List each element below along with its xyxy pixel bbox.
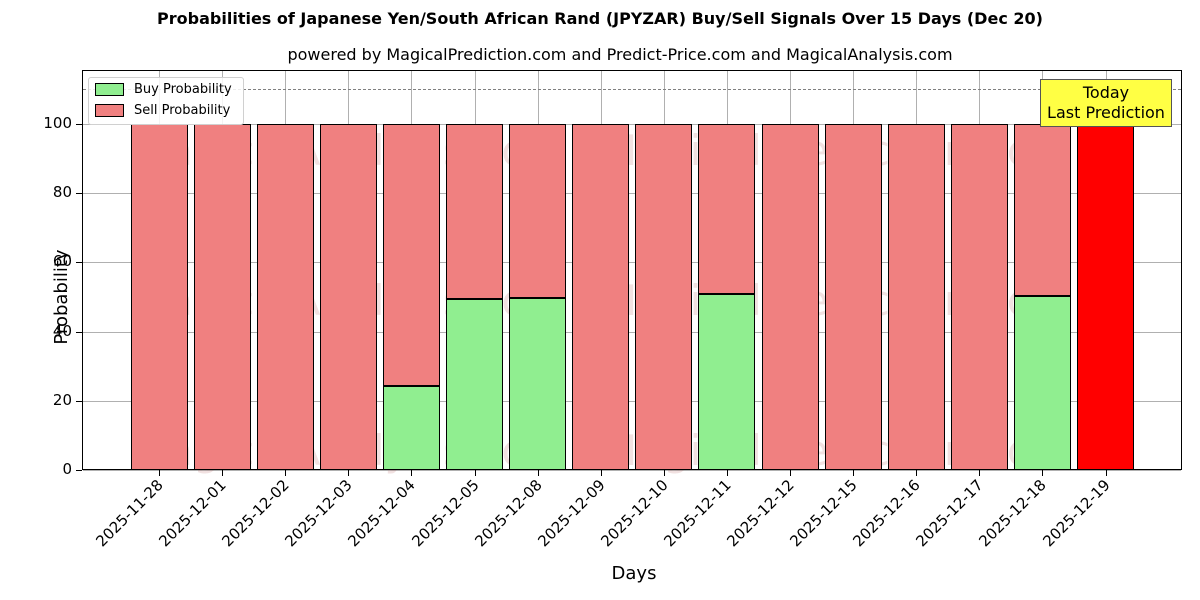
bar-sell — [446, 124, 503, 300]
x-tick — [600, 470, 602, 476]
x-tick — [916, 470, 918, 476]
bar-sell — [1013, 124, 1071, 296]
x-tick — [411, 470, 413, 476]
y-tick-label: 0 — [62, 460, 72, 478]
gridline-horizontal — [83, 262, 1181, 264]
bar-sell — [950, 124, 1008, 470]
reference-line — [83, 89, 1181, 91]
y-tick — [76, 470, 82, 471]
x-tick — [537, 470, 539, 476]
bar-sell-today — [1077, 124, 1134, 470]
bar-buy — [698, 293, 756, 470]
bar-sell — [130, 124, 188, 470]
y-tick — [76, 193, 82, 195]
legend-swatch-buy — [95, 83, 124, 96]
bar-sell — [824, 124, 882, 470]
legend-swatch-sell — [95, 104, 124, 117]
y-tick-label: 20 — [52, 390, 72, 409]
gridline-horizontal — [83, 470, 1181, 471]
bar-sell — [635, 124, 693, 470]
gridline-horizontal — [83, 331, 1181, 333]
x-tick — [159, 470, 160, 476]
bar-sell — [256, 124, 314, 470]
bar-sell — [698, 124, 756, 294]
gridline-horizontal — [83, 400, 1181, 402]
y-tick-label: 60 — [52, 252, 72, 271]
y-tick — [76, 331, 82, 333]
bar-buy — [1013, 295, 1071, 470]
today-label: Today — [1082, 83, 1130, 102]
bar-buy — [382, 385, 440, 470]
x-tick — [222, 470, 224, 476]
x-axis-title: Days — [611, 563, 657, 584]
legend-item-sell: Sell Probability — [95, 103, 230, 118]
legend-item-buy: Buy Probability — [95, 82, 232, 97]
y-tick-label: 40 — [52, 321, 72, 340]
bar-sell — [509, 124, 567, 299]
bar-sell — [193, 124, 251, 470]
x-tick — [1042, 470, 1044, 476]
chart-subtitle: powered by MagicalPrediction.com and Pre… — [287, 45, 953, 64]
y-tick — [76, 262, 82, 264]
gridline-horizontal — [83, 124, 1181, 125]
y-tick-label: 100 — [43, 114, 72, 132]
legend-label-buy: Buy Probability — [134, 82, 232, 97]
bar-buy — [446, 299, 503, 470]
y-tick-label: 80 — [52, 183, 72, 202]
chart-title: Probabilities of Japanese Yen/South Afri… — [157, 9, 1043, 28]
bar-buy — [509, 298, 567, 470]
x-tick — [285, 470, 287, 476]
x-tick — [474, 470, 476, 476]
y-tick — [76, 124, 82, 125]
last-prediction-label: Last Prediction — [1047, 103, 1165, 122]
bar-sell — [761, 124, 819, 470]
today-annotation: Today Last Prediction — [1040, 79, 1172, 127]
bar-sell — [572, 124, 630, 470]
x-tick — [663, 470, 665, 476]
x-tick — [790, 470, 791, 476]
x-tick — [348, 470, 350, 476]
gridline-horizontal — [83, 193, 1181, 195]
x-tick — [979, 470, 981, 476]
bar-sell — [319, 124, 377, 470]
x-tick — [853, 470, 855, 476]
bar-sell — [887, 124, 945, 470]
legend: Buy Probability Sell Probability — [88, 77, 244, 125]
x-tick — [1105, 470, 1107, 476]
y-tick — [76, 400, 82, 402]
bar-sell — [382, 124, 440, 386]
legend-label-sell: Sell Probability — [134, 103, 231, 118]
plot-area: MagicalAnalysis.comMagicalPrediction.com… — [82, 70, 1182, 475]
x-tick — [726, 470, 728, 476]
